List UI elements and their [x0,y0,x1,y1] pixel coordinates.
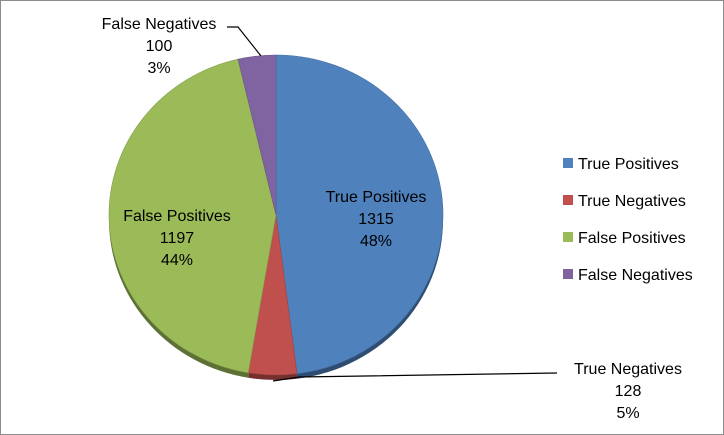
data-label-true-positives-name: True Positives [326,189,427,206]
slice-false-positives[interactable] [108,58,277,374]
slice-true-positives[interactable] [275,54,444,375]
data-label-false-positives-percent: 44% [161,252,193,269]
pie-slices [108,54,444,381]
leader-line-false-negatives [227,26,262,57]
legend-swatch-false-positives [563,232,573,242]
data-label-true-negatives-name: True Negatives [574,361,682,378]
slice-false-negatives[interactable] [237,54,277,216]
data-label-true-negatives-value: 128 [615,383,642,400]
data-label-false-positives-value: 1197 [160,230,195,247]
data-label-false-negatives-value: 100 [146,38,173,55]
legend-swatch-true-negatives [563,195,573,205]
data-label-true-negatives-percent: 5% [616,405,639,422]
data-label-false-positives-name: False Positives [123,208,231,225]
data-label-false-negatives-percent: 3% [147,60,170,77]
legend-label-true-positives: True Positives [578,156,679,173]
legend-label-true-negatives: True Negatives [578,193,686,210]
leader-line-true-negatives [272,372,558,382]
legend: True Positives True Negatives False Positi… [563,156,693,284]
legend-swatch-false-negatives [563,269,573,279]
legend-swatch-true-positives [563,158,573,168]
data-label-false-negatives-name: False Negatives [102,16,217,33]
legend-label-false-positives: False Positives [578,230,686,247]
data-labels: True Positives 1315 48% True Negatives 128 5%… [102,16,682,422]
data-label-true-positives-percent: 48% [360,233,392,250]
data-label-true-positives-value: 1315 [358,211,394,228]
legend-label-false-negatives: False Negatives [578,267,693,284]
